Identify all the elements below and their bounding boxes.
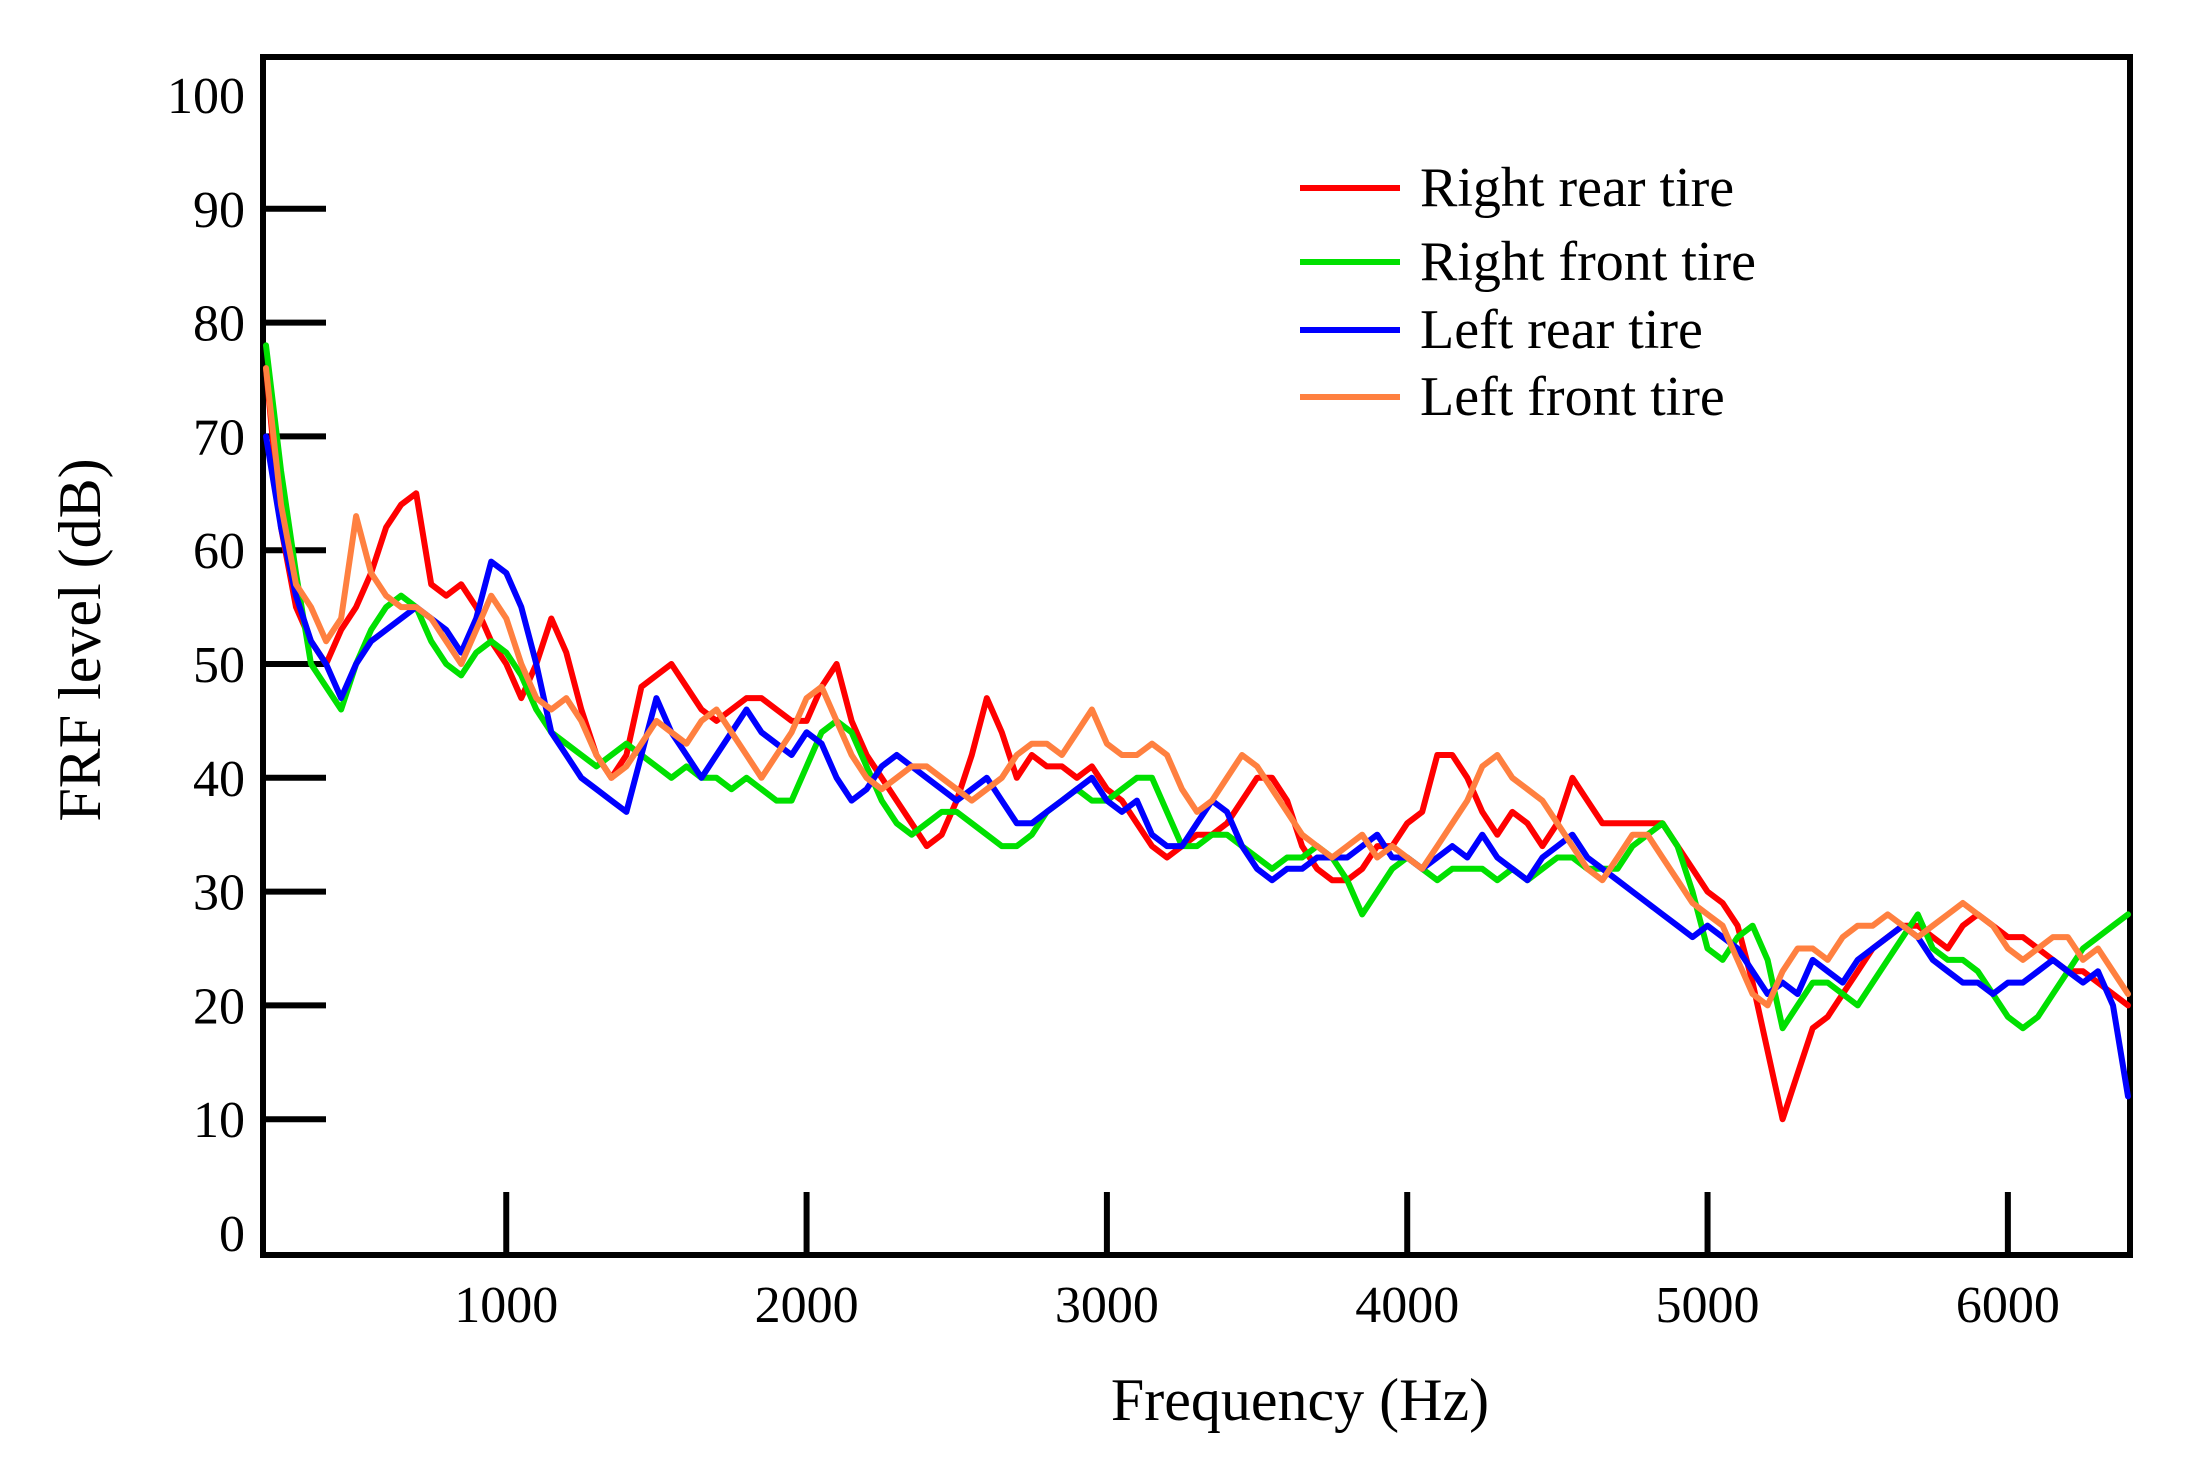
y-tick-label: 0: [219, 1206, 245, 1263]
legend-label: Right rear tire: [1420, 157, 1734, 219]
y-tick-label: 20: [193, 978, 245, 1035]
y-tick-label: 80: [193, 296, 245, 353]
y-tick-label: 50: [193, 637, 245, 694]
x-axis: 1000 2000 3000 4000 5000 6000: [454, 1192, 2060, 1334]
series-line-2: [263, 342, 2131, 1032]
y-tick-label: 60: [193, 523, 245, 580]
y-axis: 0 10 20 30 40 50 60 70 80 90 100: [167, 68, 326, 1263]
series-layer: [263, 342, 2131, 1123]
legend-label: Right front tire: [1420, 231, 1756, 293]
series-line-4: [263, 365, 2131, 1009]
y-tick-label: 90: [193, 182, 245, 239]
y-tick-label: 100: [167, 68, 245, 125]
series-line-3: [263, 433, 2131, 1100]
series-line-1: [263, 365, 2131, 1123]
legend-label: Left front tire: [1420, 366, 1725, 428]
y-axis-title: FRF level (dB): [47, 458, 113, 821]
x-axis-title: Frequency (Hz): [1111, 1367, 1489, 1433]
plot-frame: [260, 54, 2133, 1258]
x-tick-label: 2000: [755, 1277, 859, 1334]
x-tick-label: 3000: [1055, 1277, 1159, 1334]
y-tick-label: 70: [193, 409, 245, 466]
y-tick-label: 30: [193, 865, 245, 922]
y-tick-label: 40: [193, 751, 245, 808]
x-tick-label: 4000: [1355, 1277, 1459, 1334]
x-tick-label: 1000: [454, 1277, 558, 1334]
x-tick-label: 5000: [1656, 1277, 1760, 1334]
x-tick-label: 6000: [1956, 1277, 2060, 1334]
legend-label: Left rear tire: [1420, 299, 1703, 361]
y-tick-label: 10: [193, 1092, 245, 1149]
